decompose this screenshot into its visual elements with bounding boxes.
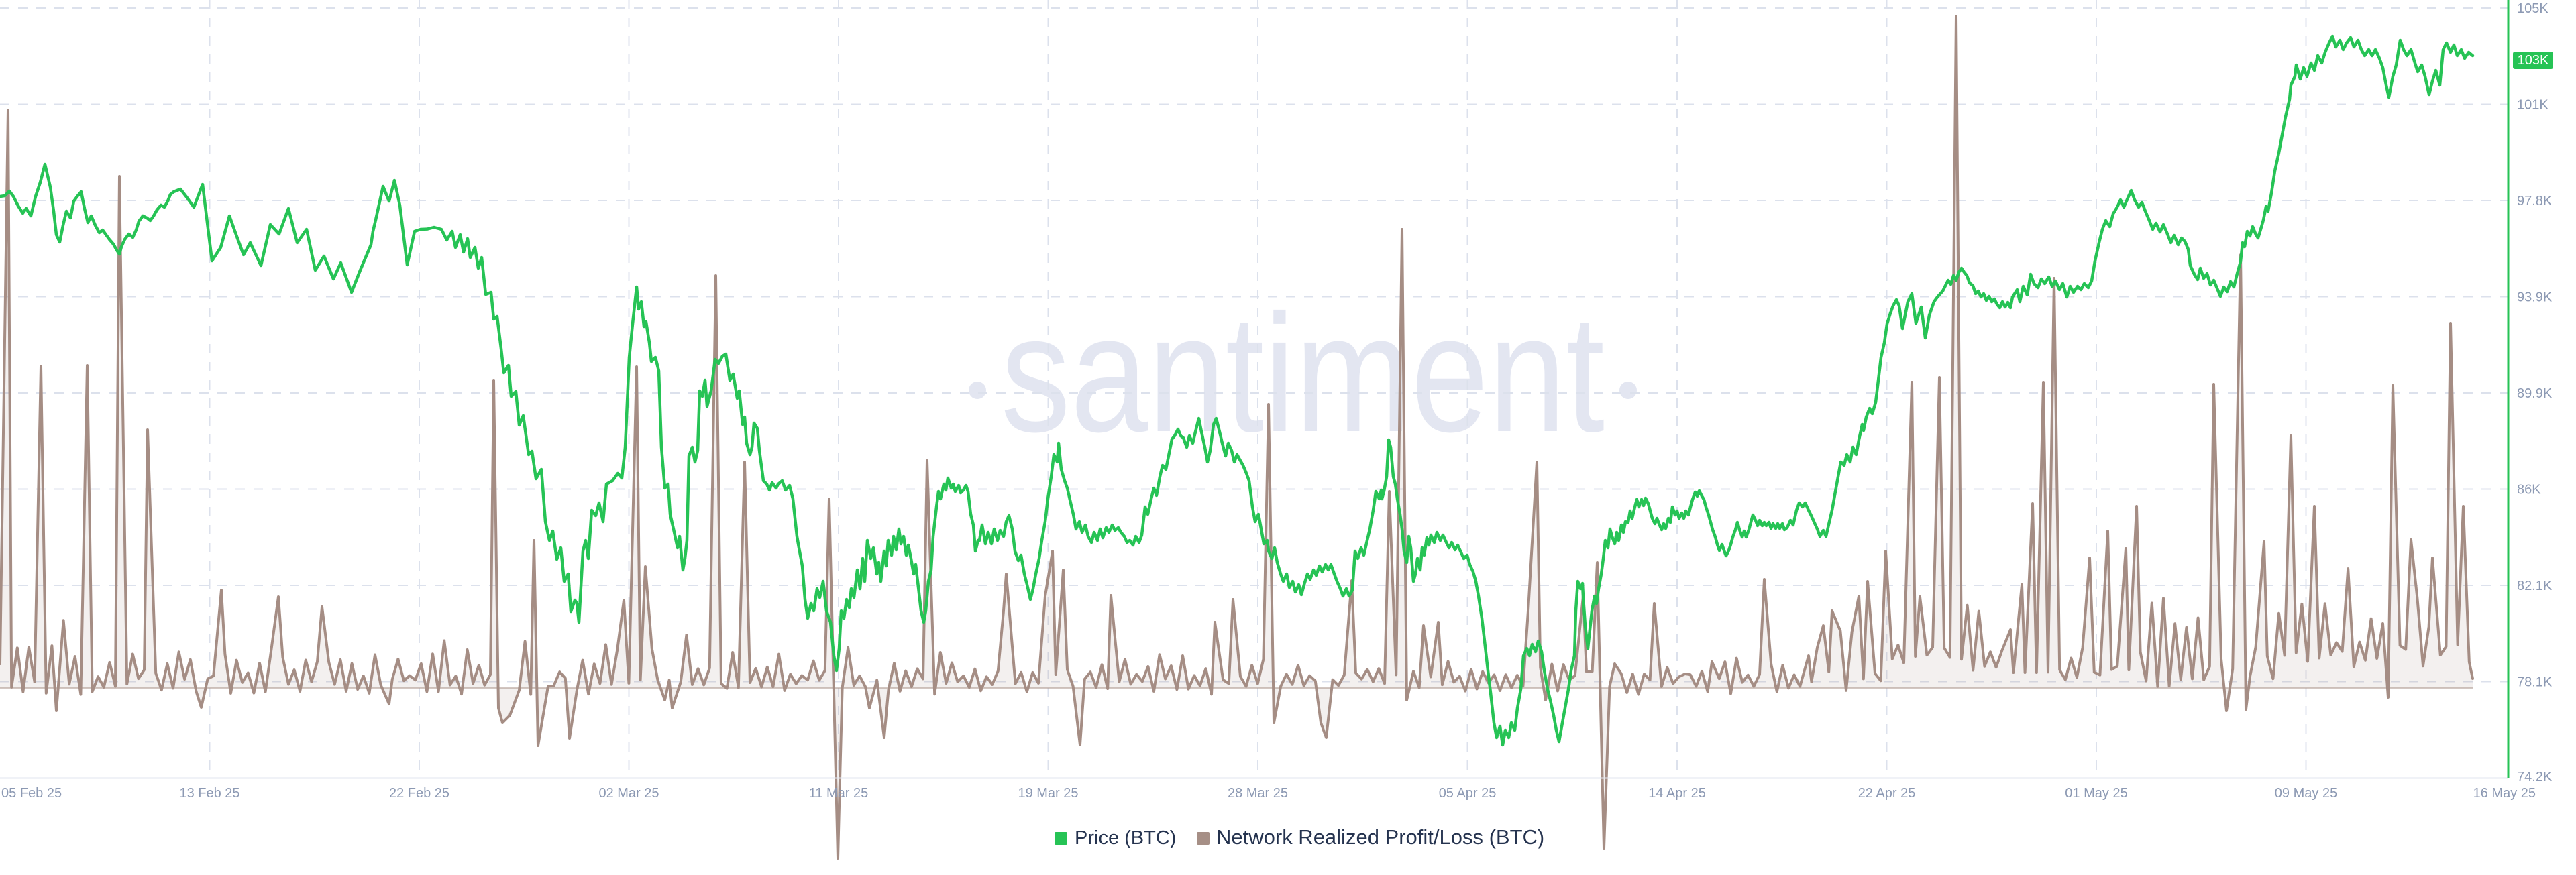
svg-text:santiment: santiment: [1001, 280, 1605, 467]
svg-text:19 Mar 25: 19 Mar 25: [1018, 786, 1078, 801]
svg-text:103K: 103K: [2518, 53, 2549, 68]
svg-text:89.9K: 89.9K: [2517, 386, 2553, 401]
svg-text:16 May 25: 16 May 25: [2473, 786, 2536, 801]
svg-text:28 Mar 25: 28 Mar 25: [1228, 786, 1288, 801]
svg-text:78.1K: 78.1K: [2517, 675, 2553, 690]
svg-text:105K: 105K: [2517, 1, 2548, 16]
svg-text:82.1K: 82.1K: [2517, 579, 2553, 593]
svg-text:01 May 25: 01 May 25: [2065, 786, 2127, 801]
svg-text:09 May 25: 09 May 25: [2275, 786, 2337, 801]
svg-text:05 Apr 25: 05 Apr 25: [1439, 786, 1497, 801]
svg-text:97.8K: 97.8K: [2517, 194, 2553, 209]
svg-text:11 Mar 25: 11 Mar 25: [809, 786, 869, 801]
svg-text:86K: 86K: [2517, 483, 2541, 498]
svg-text:74.2K: 74.2K: [2517, 770, 2553, 784]
svg-text:22 Apr 25: 22 Apr 25: [1858, 786, 1916, 801]
svg-text:13 Feb 25: 13 Feb 25: [179, 786, 239, 801]
svg-text:14 Apr 25: 14 Apr 25: [1648, 786, 1706, 801]
svg-text:22 Feb 25: 22 Feb 25: [389, 786, 449, 801]
svg-text:93.9K: 93.9K: [2517, 290, 2553, 305]
svg-text:05 Feb 25: 05 Feb 25: [1, 786, 62, 801]
svg-text:Price (BTC): Price (BTC): [1075, 827, 1176, 849]
svg-text:Network Realized Profit/Loss (: Network Realized Profit/Loss (BTC): [1216, 825, 1544, 849]
svg-text:02 Mar 25: 02 Mar 25: [598, 786, 659, 801]
svg-text:101K: 101K: [2517, 98, 2548, 113]
